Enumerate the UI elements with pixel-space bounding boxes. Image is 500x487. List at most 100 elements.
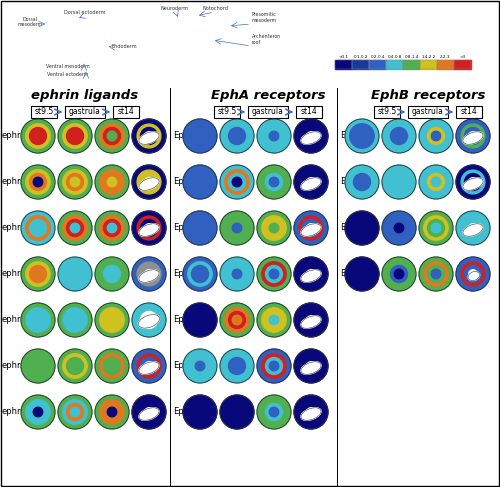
Text: 0.8-1.4: 0.8-1.4 xyxy=(404,55,418,58)
Circle shape xyxy=(431,177,441,187)
Circle shape xyxy=(132,119,166,153)
Circle shape xyxy=(58,395,92,429)
Circle shape xyxy=(424,124,448,148)
Circle shape xyxy=(30,404,46,420)
Circle shape xyxy=(345,257,379,291)
Bar xyxy=(296,106,322,118)
Circle shape xyxy=(183,303,217,337)
Circle shape xyxy=(266,357,282,375)
Ellipse shape xyxy=(26,18,110,78)
Circle shape xyxy=(192,357,208,375)
Circle shape xyxy=(26,262,50,286)
Circle shape xyxy=(188,170,212,194)
Circle shape xyxy=(195,131,205,141)
Circle shape xyxy=(183,165,217,199)
Circle shape xyxy=(26,124,50,148)
Circle shape xyxy=(469,132,477,140)
Bar xyxy=(352,60,369,69)
Text: ephrinA3: ephrinA3 xyxy=(2,316,40,324)
Circle shape xyxy=(266,173,282,190)
Circle shape xyxy=(70,361,80,371)
Ellipse shape xyxy=(301,362,321,375)
Ellipse shape xyxy=(301,224,321,236)
Bar xyxy=(352,60,369,69)
Text: st14: st14 xyxy=(460,108,477,116)
Circle shape xyxy=(183,119,217,153)
Circle shape xyxy=(307,270,316,278)
Circle shape xyxy=(424,170,448,194)
Circle shape xyxy=(137,400,161,424)
Circle shape xyxy=(26,354,50,378)
Circle shape xyxy=(188,400,212,424)
Circle shape xyxy=(100,262,124,286)
Circle shape xyxy=(66,357,84,375)
Circle shape xyxy=(299,216,323,240)
Text: ephrinB1: ephrinB1 xyxy=(2,131,40,141)
Circle shape xyxy=(220,395,254,429)
Circle shape xyxy=(132,349,166,383)
Circle shape xyxy=(461,170,485,194)
Circle shape xyxy=(431,131,441,141)
Circle shape xyxy=(228,128,246,145)
Circle shape xyxy=(33,269,43,279)
Circle shape xyxy=(220,349,254,383)
Text: <0.1: <0.1 xyxy=(338,55,348,58)
Circle shape xyxy=(145,178,153,186)
Text: Ventral mesoderm: Ventral mesoderm xyxy=(46,64,90,69)
Circle shape xyxy=(183,211,217,245)
Circle shape xyxy=(132,303,166,337)
Bar xyxy=(335,60,352,69)
Circle shape xyxy=(225,124,249,148)
Bar xyxy=(403,60,420,69)
Text: EphB receptors: EphB receptors xyxy=(371,90,485,102)
Circle shape xyxy=(225,216,249,240)
Circle shape xyxy=(137,308,161,332)
Bar xyxy=(437,60,454,69)
Circle shape xyxy=(354,265,370,282)
Circle shape xyxy=(302,312,320,329)
Circle shape xyxy=(104,265,120,282)
Circle shape xyxy=(456,165,490,199)
Ellipse shape xyxy=(463,224,483,236)
Ellipse shape xyxy=(152,20,228,76)
Circle shape xyxy=(183,349,217,383)
Circle shape xyxy=(132,165,166,199)
Circle shape xyxy=(266,404,282,420)
Circle shape xyxy=(232,131,242,141)
Circle shape xyxy=(262,216,286,240)
Circle shape xyxy=(232,361,242,371)
Circle shape xyxy=(225,400,249,424)
Circle shape xyxy=(428,128,444,145)
Circle shape xyxy=(188,262,212,286)
Circle shape xyxy=(140,128,158,145)
Circle shape xyxy=(257,303,291,337)
Circle shape xyxy=(30,220,46,237)
Circle shape xyxy=(464,265,481,282)
Bar xyxy=(408,106,448,118)
Circle shape xyxy=(33,361,43,371)
Text: st9.5: st9.5 xyxy=(34,108,54,116)
Text: EphA2: EphA2 xyxy=(173,131,200,141)
Circle shape xyxy=(299,354,323,378)
Circle shape xyxy=(345,211,379,245)
Circle shape xyxy=(228,312,246,329)
Circle shape xyxy=(302,128,320,145)
Text: Ventral ectoderm: Ventral ectoderm xyxy=(48,72,88,77)
Circle shape xyxy=(104,128,120,145)
Text: ephrinA5: ephrinA5 xyxy=(2,408,40,416)
Circle shape xyxy=(266,128,282,145)
Ellipse shape xyxy=(139,224,159,236)
Circle shape xyxy=(183,395,217,429)
Circle shape xyxy=(70,223,80,233)
Circle shape xyxy=(456,119,490,153)
Text: EphA3: EphA3 xyxy=(173,177,200,187)
Circle shape xyxy=(66,265,84,282)
Circle shape xyxy=(461,124,485,148)
Bar xyxy=(248,106,288,118)
Circle shape xyxy=(95,349,129,383)
Circle shape xyxy=(21,349,55,383)
Circle shape xyxy=(469,178,477,186)
Text: 0.1-0.2: 0.1-0.2 xyxy=(354,55,368,58)
Circle shape xyxy=(104,220,120,237)
Circle shape xyxy=(294,395,328,429)
